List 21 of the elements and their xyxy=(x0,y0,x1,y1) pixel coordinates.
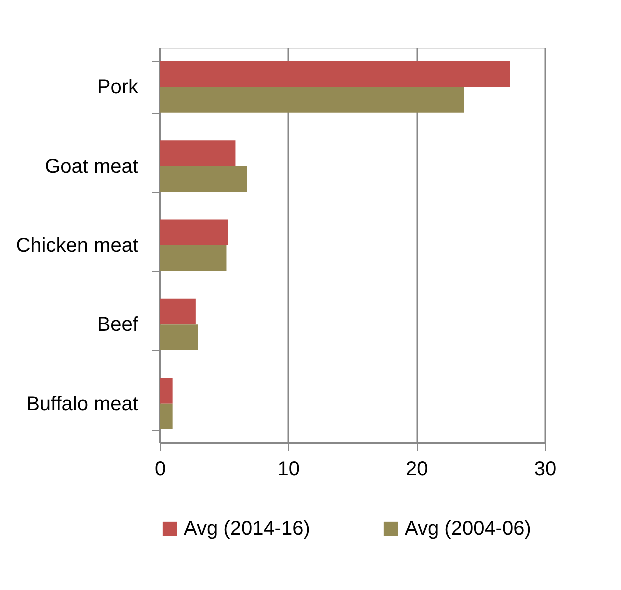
x-tick-label: 20 xyxy=(406,458,428,480)
x-tick-label: 10 xyxy=(278,458,300,480)
bar xyxy=(160,87,464,113)
y-tick-label: Chicken meat xyxy=(16,235,139,257)
bar xyxy=(160,220,228,246)
bar xyxy=(160,378,173,404)
x-tick-label: 30 xyxy=(534,458,557,480)
bar xyxy=(160,404,173,430)
legend-label: Avg (2004-06) xyxy=(405,518,532,540)
bar xyxy=(160,324,198,350)
bar xyxy=(160,166,248,192)
bar xyxy=(160,140,236,166)
legend-label: Avg (2014-16) xyxy=(184,518,310,540)
y-tick-label: Beef xyxy=(97,314,139,336)
y-tick-label: Goat meat xyxy=(45,156,139,178)
bar xyxy=(160,246,227,272)
bar xyxy=(160,298,196,325)
bar xyxy=(160,61,510,88)
x-tick-label: 0 xyxy=(154,458,166,480)
y-tick-label: Buffalo meat xyxy=(26,393,139,416)
y-tick-label: Pork xyxy=(97,76,140,99)
